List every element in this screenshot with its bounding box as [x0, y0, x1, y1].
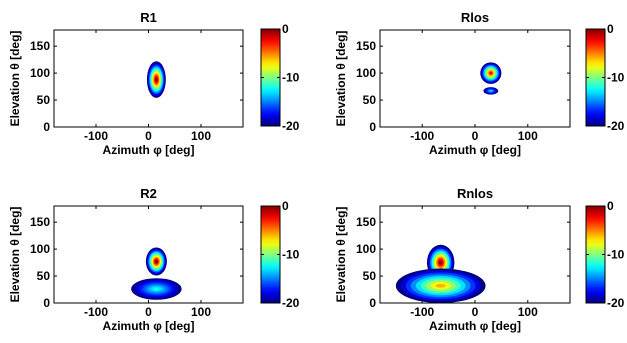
heatmap-contour	[153, 287, 160, 291]
y-axis-label: Elevation θ [deg]	[334, 31, 348, 127]
y-tick-label: 100	[356, 66, 376, 80]
heatmap-contour	[439, 260, 443, 265]
chart-title: Rnlos	[457, 186, 493, 201]
y-tick-label: 0	[43, 120, 50, 134]
heatmap-contour	[155, 77, 158, 82]
colorbar-tick-label: -10	[607, 71, 625, 85]
heatmap-layer	[480, 62, 502, 95]
colorbar-tick-label: -20	[607, 119, 625, 133]
y-tick-label: 0	[369, 296, 376, 310]
heatmap-layer	[146, 61, 166, 98]
heatmap-contour	[155, 259, 158, 264]
y-tick-label: 100	[30, 242, 50, 256]
heatmap-contour	[490, 90, 492, 92]
y-tick-label: 150	[356, 39, 376, 53]
y-tick-label: 0	[369, 120, 376, 134]
colorbar-tick-label: -10	[282, 248, 300, 262]
y-tick-label: 0	[43, 296, 50, 310]
colorbar: 0 -10 -20	[585, 199, 625, 310]
chart-panel: -100 0 100 0 50 100 150 R2 Azimuth φ [deg] Elevat…	[8, 186, 244, 333]
y-tick-label: 50	[37, 269, 51, 283]
colorbar-tick-label: 0	[607, 22, 614, 36]
chart-panel: -100 0 100 0 50 100 150 R1 Azimuth φ [deg] Elevat…	[8, 10, 244, 157]
x-tick-label: 0	[472, 305, 479, 319]
x-tick-label: -100	[410, 305, 434, 319]
x-tick-label: 100	[518, 129, 538, 143]
y-axis-label: Elevation θ [deg]	[8, 31, 22, 127]
colorbar-tick-label: -10	[607, 248, 625, 262]
y-tick-label: 150	[30, 215, 50, 229]
chart-panel: -100 0 100 0 50 100 150 Rlos Azimuth φ [deg] Elev…	[334, 10, 571, 157]
x-tick-label: 0	[145, 305, 152, 319]
x-tick-label: 100	[518, 305, 538, 319]
x-tick-label: 0	[145, 129, 152, 143]
y-tick-label: 150	[356, 215, 376, 229]
y-axis-label: Elevation θ [deg]	[8, 207, 22, 303]
y-tick-label: 50	[363, 93, 377, 107]
y-tick-label: 150	[30, 39, 50, 53]
plot-area	[380, 30, 570, 127]
chart-title: Rlos	[461, 10, 489, 25]
colorbar-tick-label: 0	[282, 22, 289, 36]
y-tick-label: 100	[30, 66, 50, 80]
y-axis-label: Elevation θ [deg]	[334, 207, 348, 303]
x-axis-label: Azimuth φ [deg]	[429, 143, 521, 157]
y-tick-label: 50	[363, 269, 377, 283]
colorbar: 0 -10 -20	[260, 199, 300, 310]
colorbar-tick-label: 0	[282, 199, 289, 213]
x-tick-label: 100	[191, 129, 211, 143]
heatmap-contour	[489, 71, 493, 75]
y-tick-label: 50	[37, 93, 51, 107]
y-tick-label: 100	[356, 242, 376, 256]
x-axis-label: Azimuth φ [deg]	[429, 319, 521, 333]
chart-title: R2	[140, 186, 157, 201]
x-tick-label: 100	[191, 305, 211, 319]
colorbar-tick-label: -20	[282, 296, 300, 310]
x-tick-label: -100	[410, 129, 434, 143]
colorbar: 0 -10 -20	[260, 22, 300, 133]
x-axis-label: Azimuth φ [deg]	[103, 319, 195, 333]
x-tick-label: -100	[84, 129, 108, 143]
chart-title: R1	[140, 10, 157, 25]
colorbar-tick-label: -20	[282, 119, 300, 133]
heatmap-contour	[435, 283, 446, 288]
x-axis-label: Azimuth φ [deg]	[103, 143, 195, 157]
colorbar-tick-label: -20	[607, 296, 625, 310]
chart-panel: -100 0 100 0 50 100 150 Rnlos Azimuth φ [deg] Ele…	[334, 186, 571, 333]
heatmap-layer	[395, 244, 486, 303]
colorbar-tick-label: 0	[607, 199, 614, 213]
colorbar-tick-label: -10	[282, 71, 300, 85]
x-tick-label: -100	[84, 305, 108, 319]
colorbar: 0 -10 -20	[585, 22, 625, 133]
heatmap-layer	[131, 247, 182, 300]
x-tick-label: 0	[472, 129, 479, 143]
